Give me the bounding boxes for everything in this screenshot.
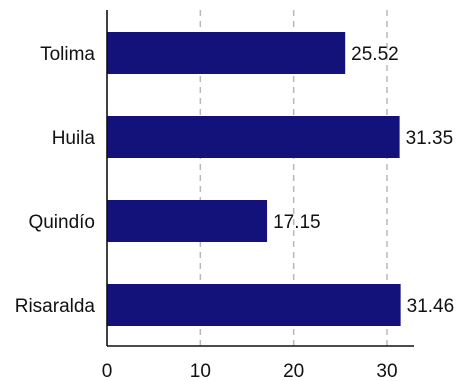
axes (106, 10, 414, 347)
category-label-risaralda: Risaralda (15, 296, 96, 317)
category-label-huila: Huila (52, 128, 96, 149)
x-tick-label-10: 10 (190, 361, 211, 381)
x-tick-label-0: 0 (102, 361, 113, 381)
x-tick-labels: 0 10 20 30 (102, 361, 398, 381)
data-label-tolima: 25.52 (351, 44, 399, 65)
bar-quindio (107, 200, 268, 242)
x-tick-label-20: 20 (283, 361, 304, 381)
bar-tolima (107, 32, 346, 74)
category-label-quindio: Quindío (28, 212, 95, 233)
bars (107, 32, 401, 326)
data-label-huila: 31.35 (406, 128, 454, 149)
data-label-risaralda: 31.46 (407, 296, 455, 317)
data-label-quindio: 17.15 (273, 212, 321, 233)
category-label-tolima: Tolima (40, 44, 95, 65)
category-labels: Tolima Huila Quindío Risaralda (15, 44, 96, 317)
x-tick-label-30: 30 (376, 361, 397, 381)
data-labels: 25.52 31.35 17.15 31.46 (273, 44, 454, 317)
bar-risaralda (107, 284, 401, 326)
bar-huila (107, 116, 400, 158)
